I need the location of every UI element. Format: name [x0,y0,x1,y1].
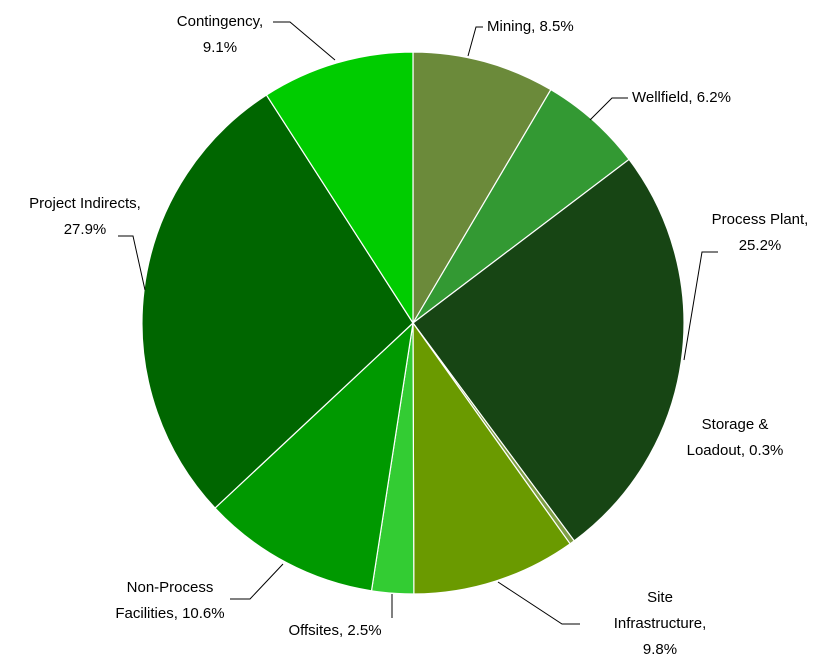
data-label: Facilities, 10.6% [115,605,224,622]
data-label: 9.8% [643,641,677,658]
data-label: Project Indirects, [29,195,141,212]
leader-line [497,581,580,625]
data-label: Mining, 8.5% [487,18,574,35]
leader-line [230,563,284,600]
pie-slice [141,94,414,509]
data-label: Site [647,589,673,606]
data-label: Loadout, 0.3% [687,442,784,459]
leader-line [683,251,718,361]
leader-line [273,21,336,61]
pie-slice [412,158,685,542]
leader-line [118,235,146,291]
data-label: Infrastructure, [614,615,707,632]
pie-slice [214,321,414,592]
data-label: Contingency, [177,13,263,30]
data-label: 9.1% [203,39,237,56]
data-label: Non-Process [127,579,214,596]
data-label: 27.9% [64,221,107,238]
data-label: Process Plant, [712,211,809,228]
leader-line [589,97,628,121]
data-label: Wellfield, 6.2% [632,89,731,106]
leader-line [467,26,483,57]
pie-slice [265,51,414,326]
pie-slice [412,51,552,326]
data-label: Offsites, 2.5% [288,622,381,639]
data-label: Storage & [702,416,769,433]
data-label: 25.2% [739,237,782,254]
pie-slice [412,321,571,595]
